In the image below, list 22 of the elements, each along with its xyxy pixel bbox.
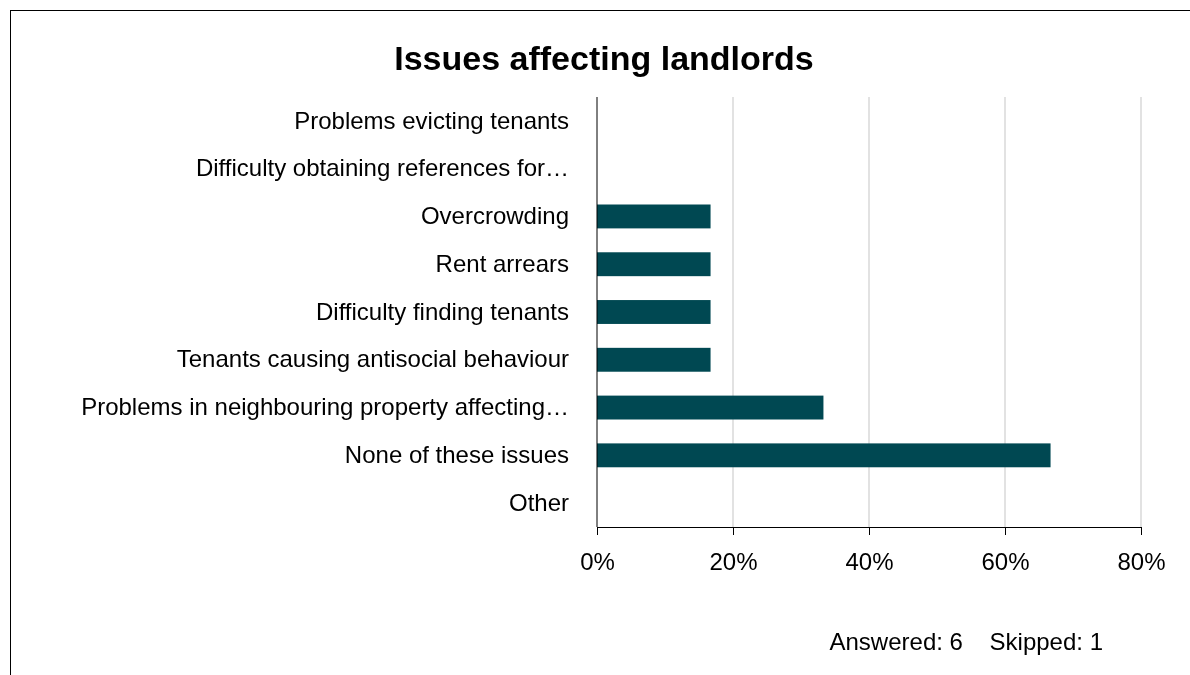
x-tick-label: 20% xyxy=(709,548,758,576)
bar xyxy=(597,252,711,277)
x-tick-label: 60% xyxy=(981,548,1030,576)
y-tick-label: Problems in neighbouring property affecting… xyxy=(81,393,569,421)
y-tick-label: Difficulty finding tenants xyxy=(315,297,569,325)
bar xyxy=(597,395,824,420)
x-tick-label: 40% xyxy=(845,548,894,576)
text: Answered: 6 Skipped: 1 xyxy=(829,628,1103,655)
y-tick-label: None of these issues xyxy=(344,441,569,469)
y-tick-label: Rent arrears xyxy=(435,249,569,277)
x-tick-label: 80% xyxy=(1117,548,1166,576)
x-tick-label: 0% xyxy=(580,548,615,576)
bar xyxy=(597,300,711,324)
bar xyxy=(597,347,711,372)
bar xyxy=(597,443,1051,468)
chart-title: Issues affecting landlords xyxy=(394,39,814,77)
y-tick-label: Problems evicting tenants xyxy=(294,106,569,134)
y-tick-label: Other xyxy=(508,488,569,516)
y-tick-label: Tenants causing antisocial behaviour xyxy=(176,345,570,373)
y-tick-label: Overcrowding xyxy=(420,202,569,230)
y-tick-label: Difficulty obtaining references for… xyxy=(195,154,569,182)
bar xyxy=(597,204,711,229)
